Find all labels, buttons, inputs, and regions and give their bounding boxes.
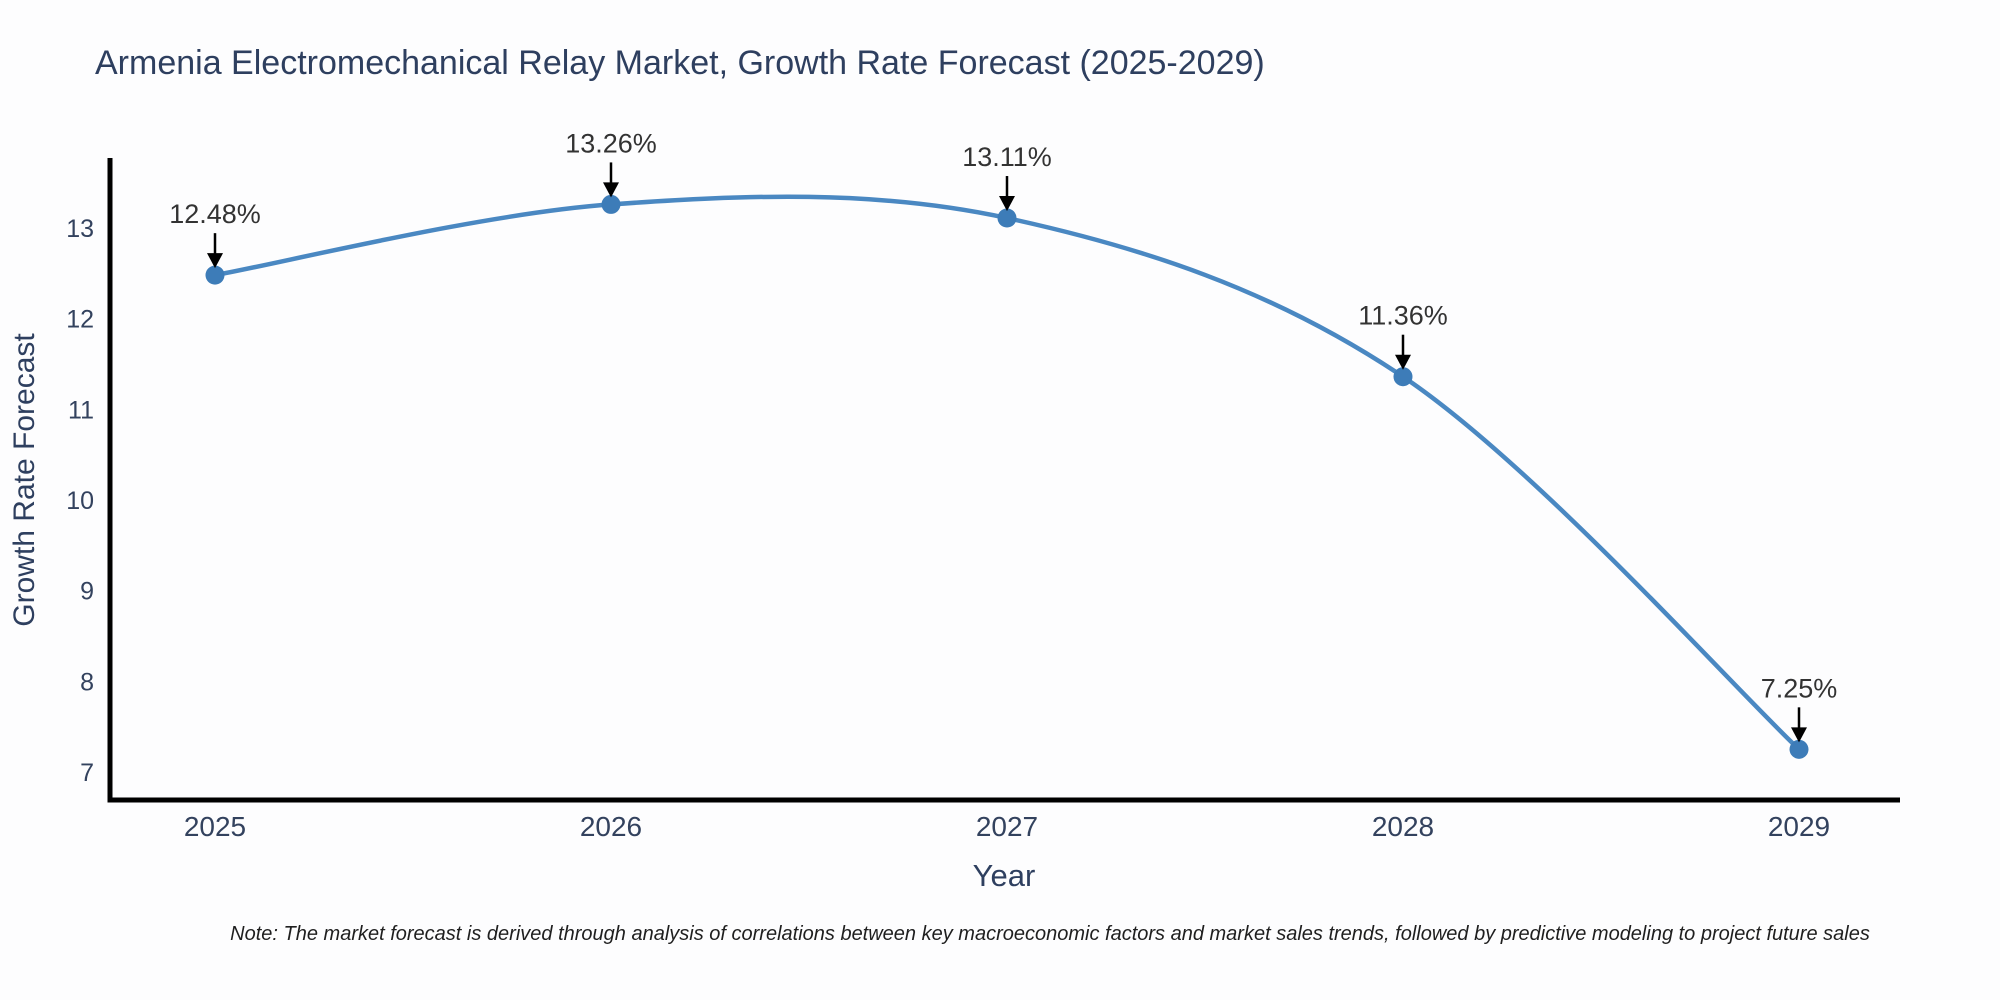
annotation-arrow-head-2028 (1395, 354, 1411, 370)
y-axis-title: Growth Rate Forecast (8, 333, 41, 627)
y-tick-label-9: 9 (80, 578, 94, 606)
x-tick-label-2025: 2025 (184, 811, 246, 842)
y-tick-label-12: 12 (66, 306, 94, 334)
annotation-label-2028: 11.36% (1358, 301, 1448, 331)
x-tick-label-2026: 2026 (580, 811, 642, 842)
y-tick-label-10: 10 (66, 487, 94, 515)
data-point-2026 (601, 194, 621, 214)
y-tick-label-13: 13 (66, 215, 94, 243)
annotation-label-2026: 13.26% (565, 128, 657, 158)
forecast-curve (212, 194, 1802, 752)
annotation-arrow-head-2026 (603, 182, 619, 198)
x-axis-tick-labels: 2025 2026 2027 2028 2029 (184, 811, 1830, 842)
x-tick-label-2027: 2027 (976, 811, 1038, 842)
y-tick-label-8: 8 (80, 668, 94, 696)
y-tick-label-7: 7 (80, 759, 94, 787)
data-point-2029 (1789, 739, 1809, 759)
y-tick-label-11: 11 (68, 396, 94, 424)
x-tick-label-2028: 2028 (1372, 811, 1434, 842)
x-tick-label-2029: 2029 (1768, 811, 1830, 842)
annotation-label-2025: 12.48% (169, 199, 261, 229)
footnote: Note: The market forecast is derived thr… (230, 923, 1870, 945)
annotation-label-2027: 13.11% (962, 142, 1052, 172)
annotation-arrow-head-2025 (207, 253, 223, 269)
y-axis-tick-labels: 7 8 9 10 11 12 13 (66, 215, 94, 787)
chart-title: Armenia Electromechanical Relay Market, … (95, 44, 1265, 82)
data-point-2028 (1393, 367, 1413, 387)
annotation-label-2029: 7.25% (1761, 673, 1838, 703)
data-point-2025 (205, 265, 225, 285)
x-axis-title: Year (973, 858, 1036, 893)
annotation-arrow-head-2029 (1791, 727, 1807, 743)
forecast-line-series (212, 194, 1802, 752)
data-point-markers (205, 194, 1809, 759)
point-annotations: 12.48% 13.26% 13.11% 11.36% 7.25% (169, 128, 1838, 743)
data-point-2027 (997, 208, 1017, 228)
annotation-arrow-head-2027 (999, 196, 1015, 212)
